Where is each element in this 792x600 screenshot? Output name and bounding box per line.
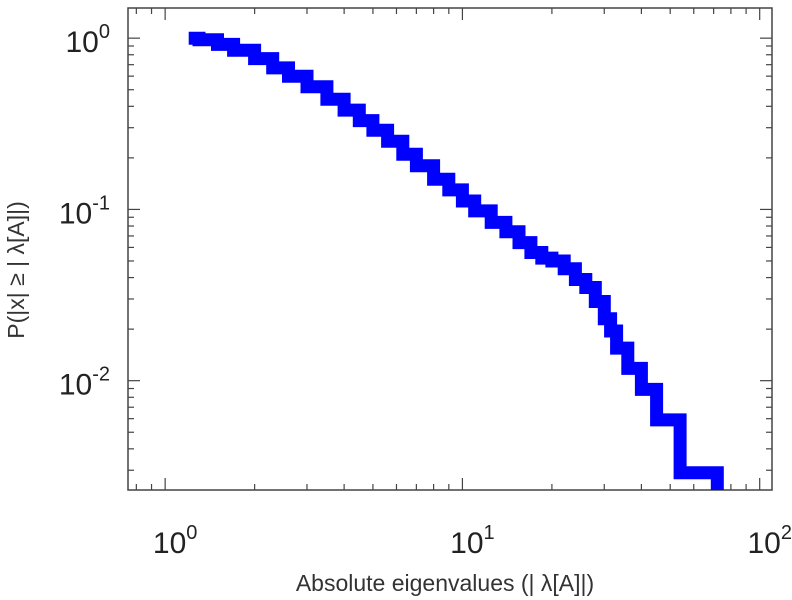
y-tick-label: 100 bbox=[66, 21, 111, 59]
x-tick-label: 101 bbox=[450, 522, 495, 560]
x-axis-label: Absolute eigenvalues (| λ[A]|) bbox=[296, 570, 594, 596]
y-tick-label: 10-1 bbox=[59, 192, 110, 230]
series-line bbox=[188, 31, 724, 490]
x-tick-label: 100 bbox=[153, 522, 198, 560]
y-axis-label: P(|x| ≥ | λ[A]|) bbox=[3, 201, 29, 338]
plot-frame bbox=[127, 7, 773, 491]
y-tick-label: 10-2 bbox=[59, 364, 110, 402]
x-tick-label: 102 bbox=[747, 522, 792, 560]
